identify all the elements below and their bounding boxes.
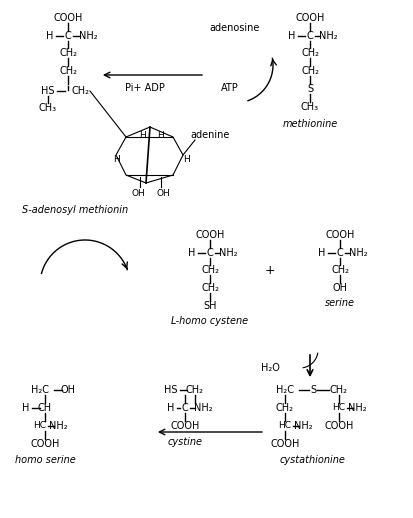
Text: homo serine: homo serine — [14, 455, 76, 465]
Text: NH₂: NH₂ — [319, 31, 337, 41]
Text: CH₃: CH₃ — [301, 102, 319, 112]
Text: OH: OH — [156, 189, 170, 197]
Text: adenine: adenine — [190, 130, 230, 140]
Text: CH₂: CH₂ — [71, 86, 89, 96]
Text: CH₂: CH₂ — [331, 265, 349, 275]
Text: L-homo cystene: L-homo cystene — [171, 316, 249, 326]
Text: CH₂: CH₂ — [301, 48, 319, 58]
Text: CH: CH — [38, 403, 52, 413]
Text: H₂O: H₂O — [261, 363, 280, 373]
Text: H: H — [22, 403, 30, 413]
Text: NH₂: NH₂ — [294, 421, 312, 431]
Text: COOH: COOH — [53, 13, 83, 23]
Text: adenosine: adenosine — [210, 23, 260, 33]
Text: NH₂: NH₂ — [348, 403, 366, 413]
Text: COOH: COOH — [295, 13, 325, 23]
Text: NH₂: NH₂ — [79, 31, 97, 41]
Text: CH₂: CH₂ — [59, 48, 77, 58]
Text: C: C — [64, 31, 71, 41]
Text: ATP: ATP — [221, 83, 239, 93]
Text: Pi+ ADP: Pi+ ADP — [125, 83, 165, 93]
Text: CH₂: CH₂ — [276, 403, 294, 413]
Text: CH₂: CH₂ — [201, 265, 219, 275]
Text: CH₂: CH₂ — [301, 66, 319, 76]
Text: COOH: COOH — [325, 230, 355, 240]
Text: C: C — [337, 248, 343, 258]
Text: NH₂: NH₂ — [194, 403, 212, 413]
Text: CH₂: CH₂ — [59, 66, 77, 76]
Text: NH₂: NH₂ — [219, 248, 237, 258]
Text: COOH: COOH — [30, 439, 60, 449]
Text: HC: HC — [33, 422, 47, 430]
Text: H₂C: H₂C — [276, 385, 294, 395]
Text: C: C — [306, 31, 313, 41]
Text: SH: SH — [203, 301, 217, 311]
Text: HC: HC — [278, 422, 292, 430]
Text: cystathionine: cystathionine — [279, 455, 345, 465]
Text: NH₂: NH₂ — [349, 248, 367, 258]
Text: OH: OH — [60, 385, 76, 395]
Text: +: + — [265, 264, 275, 277]
Text: CH₂: CH₂ — [186, 385, 204, 395]
Text: OH: OH — [131, 189, 145, 197]
Text: CH₂: CH₂ — [201, 283, 219, 293]
Text: HS: HS — [164, 385, 178, 395]
Text: S: S — [307, 84, 313, 94]
Text: H: H — [167, 403, 175, 413]
Text: H: H — [157, 131, 164, 139]
Text: H: H — [288, 31, 296, 41]
Text: methionine: methionine — [282, 119, 337, 129]
Text: S-adenosyl methionin: S-adenosyl methionin — [22, 205, 128, 215]
Text: COOH: COOH — [195, 230, 225, 240]
Text: CH₃: CH₃ — [39, 103, 57, 113]
Text: S: S — [310, 385, 316, 395]
Text: H: H — [46, 31, 54, 41]
Text: OH: OH — [332, 283, 347, 293]
Text: C: C — [206, 248, 214, 258]
Text: C: C — [182, 403, 188, 413]
Text: COOH: COOH — [324, 421, 354, 431]
Text: H: H — [140, 131, 146, 139]
Text: COOH: COOH — [271, 439, 300, 449]
Text: H₂C: H₂C — [31, 385, 49, 395]
Text: H: H — [113, 155, 119, 165]
Text: H: H — [183, 155, 190, 165]
Text: cystine: cystine — [168, 437, 202, 447]
Text: NH₂: NH₂ — [49, 421, 67, 431]
Text: COOH: COOH — [170, 421, 200, 431]
Text: H: H — [318, 248, 326, 258]
Text: HS: HS — [41, 86, 55, 96]
Text: serine: serine — [325, 298, 355, 308]
Text: H: H — [188, 248, 196, 258]
Text: CH₂: CH₂ — [330, 385, 348, 395]
Text: HC: HC — [332, 404, 346, 412]
